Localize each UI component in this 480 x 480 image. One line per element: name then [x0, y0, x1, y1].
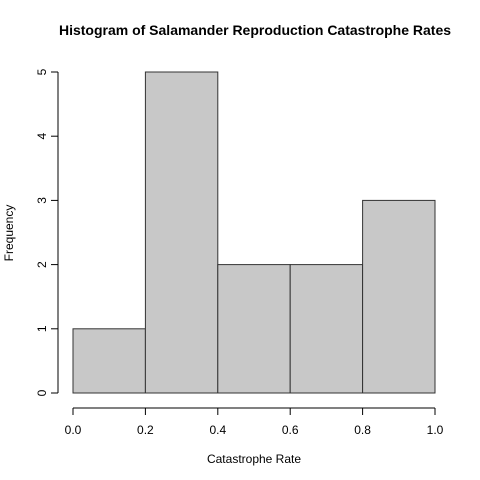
y-axis: 0 1 2 3 4 5 — [35, 68, 59, 396]
x-tick-label-1: 0.2 — [137, 423, 154, 437]
y-tick-label-5: 5 — [35, 68, 49, 75]
histogram-bar-2 — [217, 264, 291, 394]
histogram-bar-1 — [144, 71, 219, 394]
chart-title: Histogram of Salamander Reproduction Cat… — [59, 22, 451, 38]
x-tick-label-2: 0.4 — [209, 423, 226, 437]
y-tick-label-2: 2 — [35, 261, 49, 268]
histogram-bar-3 — [289, 264, 364, 394]
y-tick-label-4: 4 — [35, 133, 49, 140]
x-axis-label: Catastrophe Rate — [207, 452, 301, 466]
y-tick-label-1: 1 — [35, 325, 49, 332]
y-tick-label-3: 3 — [35, 197, 49, 204]
bars-group — [72, 71, 436, 394]
histogram-bar-4 — [362, 199, 436, 394]
y-axis-label: Frequency — [2, 205, 16, 262]
x-tick-label-3: 0.6 — [282, 423, 299, 437]
x-tick-label-4: 0.8 — [354, 423, 371, 437]
histogram-bar-0 — [72, 328, 146, 394]
x-tick-label-5: 1.0 — [427, 423, 444, 437]
x-axis: 0.0 0.2 0.4 0.6 0.8 1.0 — [65, 407, 444, 437]
y-tick-label-0: 0 — [35, 389, 49, 396]
x-tick-label-0: 0.0 — [65, 423, 82, 437]
